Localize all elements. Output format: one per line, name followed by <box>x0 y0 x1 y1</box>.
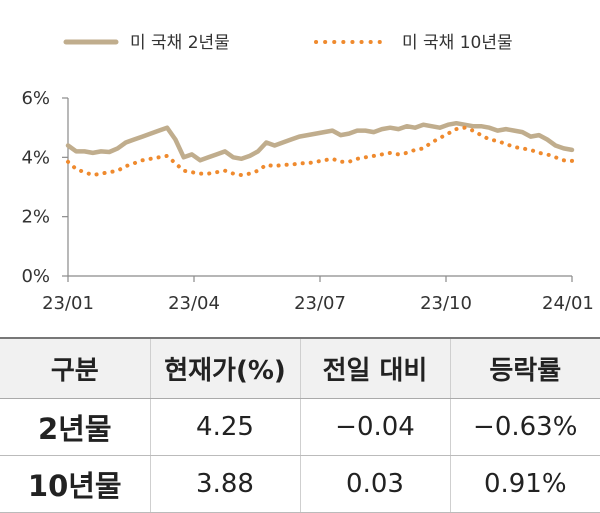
row-label-2y: 2년물 <box>0 398 150 456</box>
header-category: 구분 <box>0 337 150 399</box>
daily-change-10y: 0.03 <box>299 455 450 513</box>
x-tick-label-3: 23/10 <box>420 293 472 314</box>
yield-chart: 미 국채 2년물 미 국채 10년물 0% 2% 4% 6% 23/01 23/04 23/0… <box>21 33 593 314</box>
current-price-10y: 3.88 <box>149 455 300 513</box>
y-tick-label-2: 4% <box>21 147 50 168</box>
legend: 미 국채 2년물 미 국채 10년물 <box>63 33 513 53</box>
header-current-price: 현재가(%) <box>149 337 300 399</box>
table-row-10y: 10년물 3.88 0.03 0.91% <box>0 455 600 513</box>
x-tick-label-1: 23/04 <box>168 293 220 314</box>
header-daily-change: 전일 대비 <box>299 337 450 399</box>
series-line-10y <box>66 125 574 178</box>
daily-change-2y: −0.04 <box>299 398 450 456</box>
x-tick-label-4: 24/01 <box>542 293 594 314</box>
legend-label-2y: 미 국채 2년물 <box>130 33 230 53</box>
series-line-2y <box>65 120 575 163</box>
series-layer <box>65 120 575 178</box>
table-header-row: 구분 현재가(%) 전일 대비 등락률 <box>0 337 600 399</box>
axes: 0% 2% 4% 6% 23/01 23/04 23/07 23/10 24/01 <box>21 88 593 314</box>
table-row-2y: 2년물 4.25 −0.04 −0.63% <box>0 398 600 456</box>
change-rate-10y: 0.91% <box>449 455 600 513</box>
x-tick-label-2: 23/07 <box>294 293 346 314</box>
yield-summary-table: 구분 현재가(%) 전일 대비 등락률 2년물 4.25 −0.04 −0.63… <box>0 337 600 513</box>
header-change-rate: 등락률 <box>449 337 600 399</box>
current-price-2y: 4.25 <box>149 398 300 456</box>
legend-label-10y: 미 국채 10년물 <box>402 33 513 53</box>
y-tick-label-0: 0% <box>21 266 50 287</box>
x-tick-label-0: 23/01 <box>42 293 94 314</box>
y-tick-label-3: 6% <box>21 88 50 109</box>
change-rate-2y: −0.63% <box>449 398 600 456</box>
y-tick-label-1: 2% <box>21 207 50 228</box>
